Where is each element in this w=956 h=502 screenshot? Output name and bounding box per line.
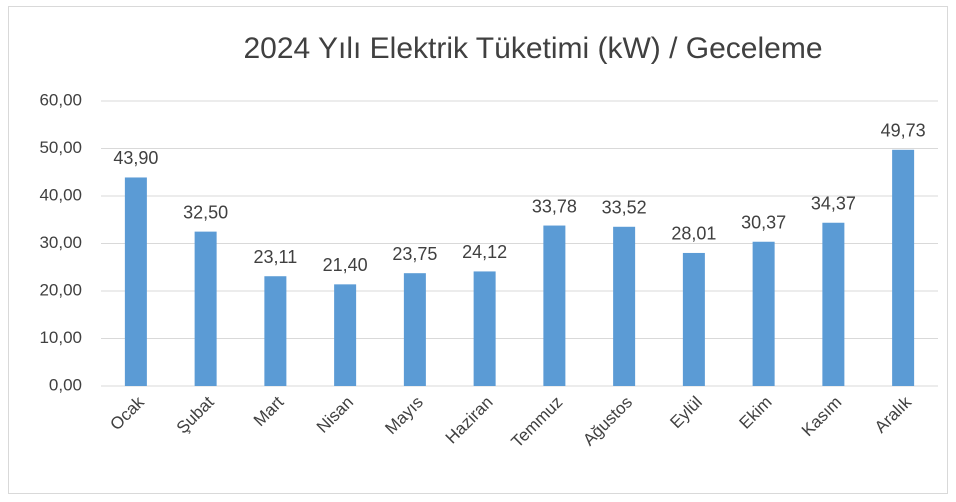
data-label: 33,52 bbox=[602, 198, 647, 218]
bar bbox=[124, 177, 147, 386]
bar bbox=[543, 225, 566, 386]
y-tick-label: 0,00 bbox=[49, 375, 82, 394]
data-label: 30,37 bbox=[741, 212, 786, 232]
data-label: 49,73 bbox=[881, 121, 926, 141]
data-label: 33,78 bbox=[532, 196, 577, 216]
bar bbox=[822, 222, 845, 386]
bar bbox=[264, 276, 287, 386]
bar bbox=[892, 149, 915, 386]
data-label: 21,40 bbox=[323, 255, 368, 275]
bar bbox=[682, 252, 705, 386]
data-label: 34,37 bbox=[811, 193, 856, 213]
data-label: 24,12 bbox=[462, 242, 507, 262]
bar bbox=[334, 284, 357, 386]
chart-title: 2024 Yılı Elektrik Tüketimi (kW) / Gecel… bbox=[243, 32, 822, 65]
data-label: 23,11 bbox=[254, 247, 298, 267]
chart-border bbox=[8, 6, 948, 494]
bar bbox=[194, 231, 217, 386]
data-label: 32,50 bbox=[183, 202, 228, 222]
data-label: 28,01 bbox=[671, 224, 716, 244]
y-tick-label: 50,00 bbox=[39, 138, 82, 157]
bar bbox=[752, 241, 775, 386]
bar bbox=[473, 271, 496, 386]
y-tick-label: 30,00 bbox=[39, 233, 82, 252]
y-tick-label: 40,00 bbox=[39, 185, 82, 204]
y-tick-label: 60,00 bbox=[39, 90, 82, 109]
bar bbox=[613, 226, 636, 386]
bar bbox=[403, 273, 426, 386]
data-label: 23,75 bbox=[392, 244, 437, 264]
y-tick-label: 20,00 bbox=[39, 280, 82, 299]
data-label: 43,90 bbox=[113, 148, 158, 168]
y-tick-label: 10,00 bbox=[39, 328, 82, 347]
